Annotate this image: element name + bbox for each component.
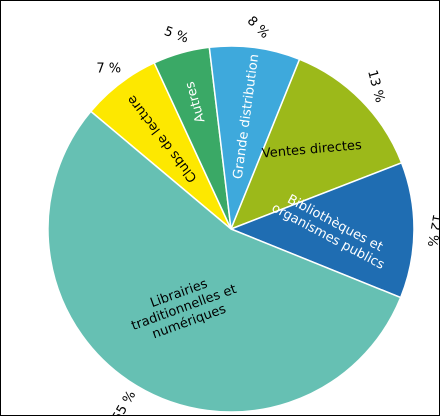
pie-slice bbox=[229, 58, 403, 231]
pie-slice bbox=[228, 161, 415, 299]
slice-percent-label: 13 % bbox=[364, 69, 387, 105]
slice-percent-label: 8 % bbox=[244, 14, 272, 42]
pie-slice bbox=[208, 45, 301, 230]
slice-percent-label: 5 % bbox=[162, 24, 190, 47]
slice-percent-label: 55 % bbox=[110, 388, 140, 415]
pie-slice bbox=[47, 110, 402, 413]
slice-percent-label: 12 % bbox=[424, 213, 439, 248]
slice-percent-label: 7 % bbox=[96, 62, 121, 77]
